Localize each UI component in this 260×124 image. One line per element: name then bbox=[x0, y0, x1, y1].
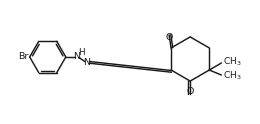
Text: CH$_3$: CH$_3$ bbox=[223, 70, 242, 82]
Text: O: O bbox=[165, 33, 173, 42]
Text: H: H bbox=[78, 48, 85, 57]
Text: CH$_3$: CH$_3$ bbox=[223, 56, 242, 68]
Text: O: O bbox=[186, 87, 194, 96]
Text: N: N bbox=[83, 58, 90, 66]
Text: Br: Br bbox=[18, 52, 28, 62]
Text: N: N bbox=[73, 52, 80, 62]
